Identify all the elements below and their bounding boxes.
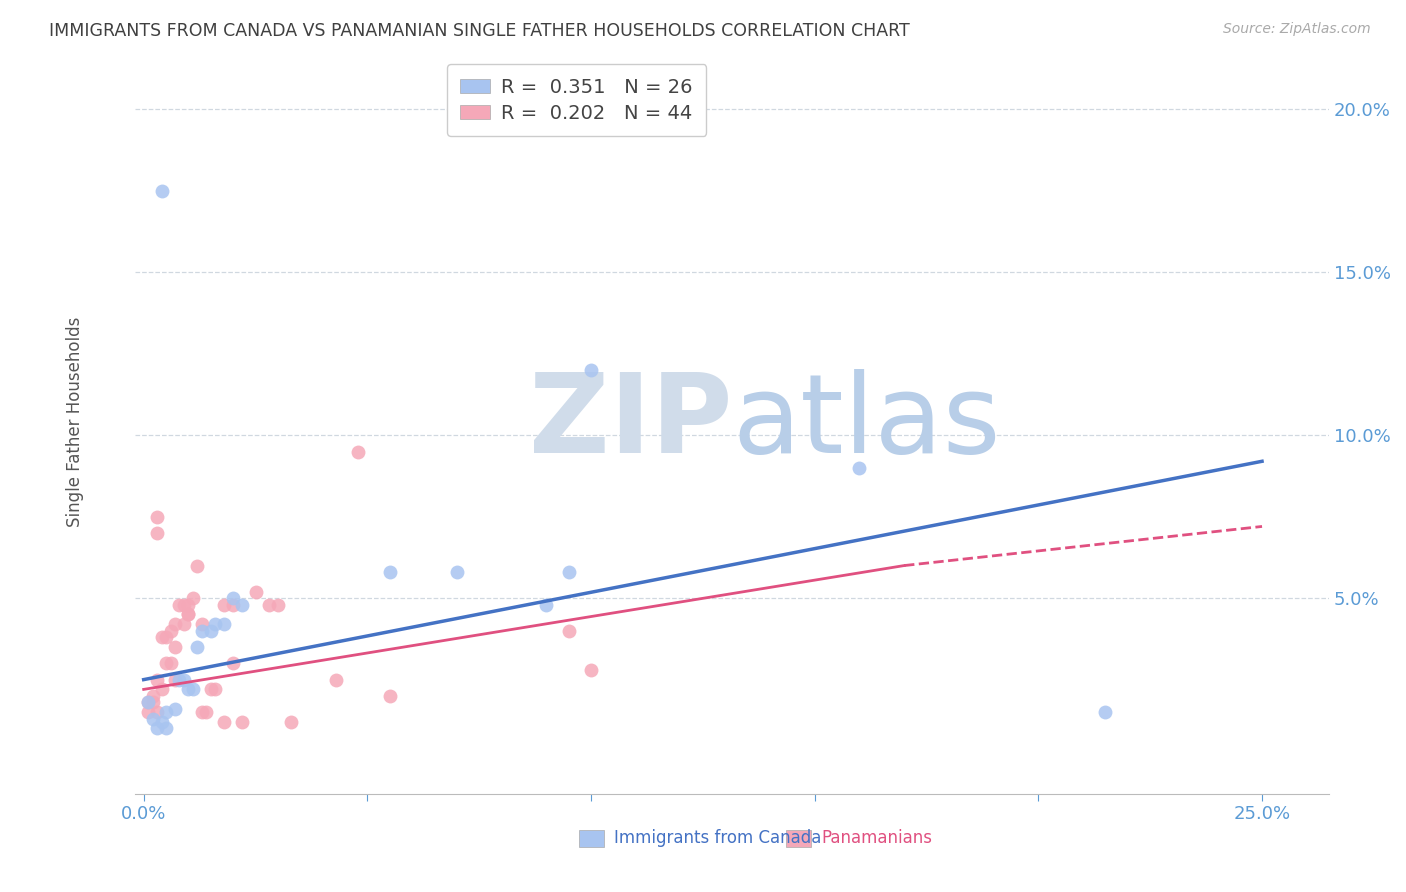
Point xyxy=(212,617,235,632)
Point xyxy=(163,640,186,654)
Point xyxy=(1094,705,1116,719)
Point xyxy=(155,705,177,719)
Point xyxy=(146,705,169,719)
Point xyxy=(446,565,468,579)
Point xyxy=(212,598,235,612)
Point xyxy=(212,714,235,729)
Point xyxy=(136,695,159,709)
Point xyxy=(378,565,401,579)
Point xyxy=(177,607,200,622)
Point xyxy=(378,689,401,703)
Point xyxy=(222,591,245,606)
Point xyxy=(146,526,169,541)
Point xyxy=(257,598,280,612)
Point xyxy=(155,657,177,671)
Point xyxy=(579,363,602,377)
Point xyxy=(191,624,214,638)
Point xyxy=(155,630,177,644)
Point xyxy=(163,702,186,716)
Point xyxy=(347,444,370,458)
Point xyxy=(163,673,186,687)
Point xyxy=(557,565,579,579)
Point xyxy=(848,460,870,475)
Point xyxy=(325,673,347,687)
Point xyxy=(557,624,579,638)
Text: Single Father Households: Single Father Households xyxy=(66,317,84,527)
Point xyxy=(200,624,222,638)
Point xyxy=(150,714,173,729)
Point xyxy=(177,607,200,622)
Point xyxy=(181,591,204,606)
Point xyxy=(173,673,195,687)
Point xyxy=(142,712,165,726)
Point xyxy=(280,714,302,729)
Legend: R =  0.351   N = 26, R =  0.202   N = 44: R = 0.351 N = 26, R = 0.202 N = 44 xyxy=(447,64,706,136)
Point xyxy=(136,695,159,709)
Point xyxy=(142,689,165,703)
Point xyxy=(159,657,181,671)
Point xyxy=(195,705,218,719)
Point xyxy=(177,682,200,697)
Point xyxy=(231,598,253,612)
Point xyxy=(136,705,159,719)
Point xyxy=(150,184,173,198)
Point xyxy=(155,722,177,736)
Text: atlas: atlas xyxy=(733,368,1001,475)
Point xyxy=(150,630,173,644)
Point xyxy=(186,558,208,573)
Point xyxy=(169,673,191,687)
Text: ZIP: ZIP xyxy=(529,368,733,475)
Point xyxy=(142,695,165,709)
Point xyxy=(177,598,200,612)
Text: IMMIGRANTS FROM CANADA VS PANAMANIAN SINGLE FATHER HOUSEHOLDS CORRELATION CHART: IMMIGRANTS FROM CANADA VS PANAMANIAN SIN… xyxy=(49,22,910,40)
Point xyxy=(150,682,173,697)
Point xyxy=(200,682,222,697)
Point xyxy=(163,617,186,632)
Point xyxy=(222,598,245,612)
Point xyxy=(579,663,602,677)
Point xyxy=(536,598,558,612)
Point xyxy=(204,617,226,632)
Point xyxy=(231,714,253,729)
Point xyxy=(146,673,169,687)
Point xyxy=(267,598,290,612)
Point xyxy=(146,509,169,524)
Point xyxy=(181,682,204,697)
Point xyxy=(222,657,245,671)
Point xyxy=(204,682,226,697)
Point xyxy=(173,598,195,612)
Text: Source: ZipAtlas.com: Source: ZipAtlas.com xyxy=(1223,22,1371,37)
Point xyxy=(191,617,214,632)
Point xyxy=(169,598,191,612)
Point xyxy=(191,705,214,719)
Point xyxy=(173,617,195,632)
Text: Panamanians: Panamanians xyxy=(821,830,932,847)
Point xyxy=(186,640,208,654)
Point xyxy=(146,722,169,736)
Text: Immigrants from Canada: Immigrants from Canada xyxy=(614,830,821,847)
Point xyxy=(245,584,267,599)
Point xyxy=(159,624,181,638)
